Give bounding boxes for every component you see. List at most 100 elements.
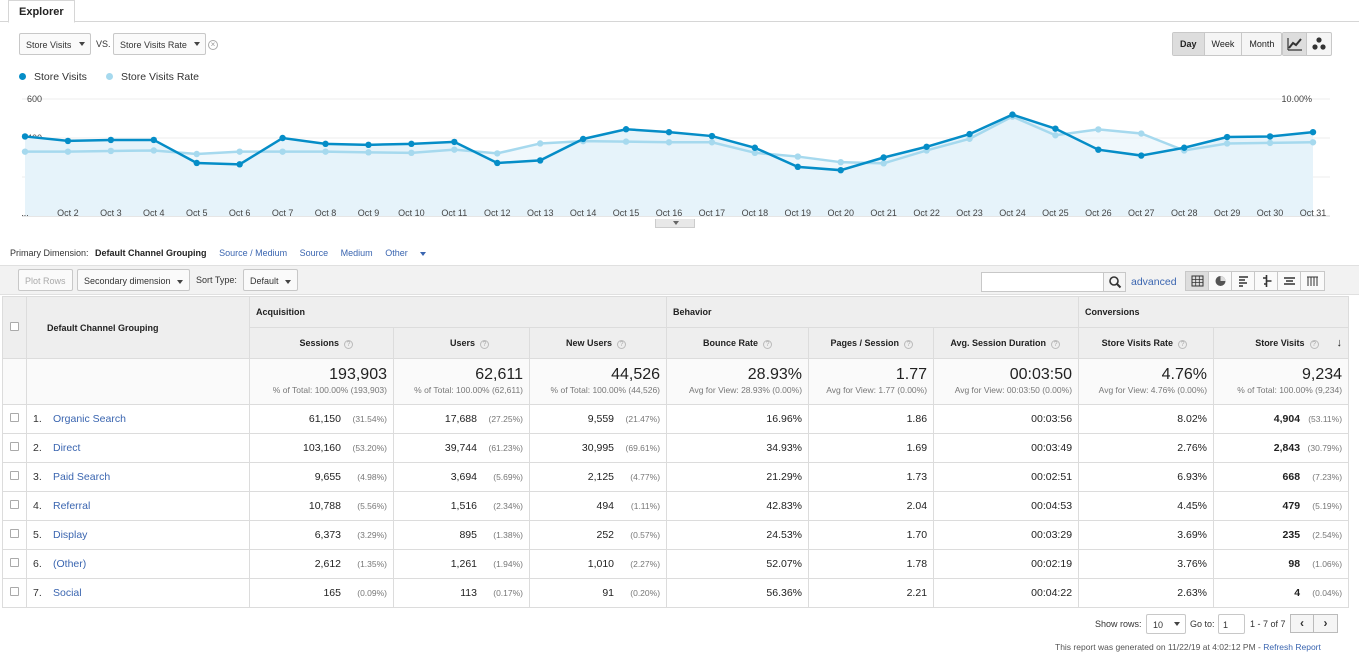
row-checkbox[interactable] [10,529,19,538]
sort-type-select[interactable]: Default [243,269,298,291]
col-pages-session[interactable]: Pages / Session? [808,327,935,359]
col-avg-session-duration[interactable]: Avg. Session Duration? [933,327,1080,359]
search-icon[interactable] [1103,273,1125,291]
row-dimension-cell: 6. (Other) [26,549,250,579]
row-dimension-link[interactable]: Referral [53,500,91,512]
row-dimension-link[interactable]: Direct [53,442,81,454]
help-icon[interactable]: ? [904,339,914,349]
row-dimension-link[interactable]: Organic Search [53,413,126,425]
dimension-link-other[interactable]: Other [385,248,436,258]
pages-session-cell: 2.04 [808,491,935,521]
advanced-filter-link[interactable]: advanced [1131,276,1177,288]
motion-chart-icon[interactable] [1307,33,1331,55]
total-cell: 28.93% Avg for View: 28.93% (0.00%) [666,358,810,405]
row-dimension-link[interactable]: Social [53,587,82,599]
line-chart-icon[interactable] [1283,33,1307,55]
data-point-store-visits [365,141,372,149]
help-icon[interactable]: ? [1309,340,1319,349]
data-point-store-visits-rate [751,149,759,157]
next-page-icon[interactable]: › [1323,616,1328,630]
group-behavior: Behavior [666,296,1080,328]
row-checkbox[interactable] [10,587,19,596]
pivot-view-icon[interactable] [1301,272,1324,290]
row-checkbox[interactable] [10,500,19,509]
col-sessions[interactable]: Sessions? [249,327,394,359]
tab-explorer[interactable]: Explorer [8,0,75,23]
col-bounce-rate[interactable]: Bounce Rate? [666,327,810,359]
dimension-link-source-medium[interactable]: Source / Medium [219,248,288,258]
bounce-rate-cell: 56.36% [666,578,810,608]
bar-view-icon[interactable] [1232,272,1255,290]
table-view-toggle [1185,271,1325,291]
row-checkbox[interactable] [10,413,19,422]
help-icon[interactable]: ? [763,339,773,349]
row-dimension-cell: 7. Social [26,578,250,608]
x-tick-label: Oct 3 [100,208,122,218]
help-icon[interactable]: ? [1178,339,1188,349]
month-button[interactable]: Month [1249,39,1275,49]
refresh-report-link[interactable]: Refresh Report [1263,642,1321,652]
prev-page-icon[interactable]: ‹ [1291,615,1314,632]
legend-series2: Store Visits Rate [106,71,199,83]
pie-view-icon[interactable] [1209,272,1232,290]
goto-input[interactable]: 1 [1218,614,1245,634]
x-tick-label: Oct 28 [1171,208,1198,218]
table-row: 3. Paid Search 9,655 (4.98%) 3,694 (5.69%) 2,1… [2,462,1350,492]
col-new-users[interactable]: New Users? [528,327,668,359]
help-icon[interactable]: ? [480,339,489,349]
dimension-current[interactable]: Default Channel Grouping [95,248,207,258]
secondary-dimension-select[interactable]: Secondary dimension [77,269,190,291]
bounce-rate-cell: 52.07% [666,549,810,579]
row-checkbox[interactable] [10,442,19,451]
row-checkbox[interactable] [10,558,19,567]
row-dimension-link[interactable]: Paid Search [53,471,111,483]
data-point-store-visits-rate [794,153,801,160]
data-point-store-visits-rate [21,148,29,155]
data-point-store-visits [21,133,29,140]
chevron-down-icon [420,251,427,256]
x-tick-label: Oct 14 [570,208,597,218]
data-point-store-visits-rate [622,138,630,145]
data-point-store-visits [150,136,157,144]
chevron-down-icon [79,42,85,46]
data-point-store-visits [279,134,286,142]
total-cell: 4.76% Avg for View: 4.76% (0.00%) [1078,358,1215,405]
day-button[interactable]: Day [1173,33,1205,55]
row-checkbox[interactable] [10,471,19,480]
row-dimension-link[interactable]: (Other) [53,558,87,570]
comparison-view-icon[interactable] [1255,272,1278,290]
compare-metric-select[interactable]: Store Visits Rate [113,33,206,55]
col-store-visits-rate[interactable]: Store Visits Rate? [1078,327,1215,359]
store-visits-cell: 235 (2.54%) [1213,520,1350,550]
x-tick-label: Oct 9 [358,208,380,218]
x-tick-label: ... [21,208,29,218]
remove-compare-icon[interactable]: × [208,40,218,50]
primary-metric-select[interactable]: Store Visits [19,33,91,55]
help-icon[interactable]: ? [617,339,627,349]
data-point-store-visits-rate [837,158,844,166]
table-search-input[interactable] [981,272,1126,292]
table-view-icon[interactable] [1186,272,1209,290]
help-icon[interactable]: ? [1051,339,1061,349]
plot-rows-button[interactable]: Plot Rows [18,269,73,291]
data-point-store-visits-rate [365,149,372,156]
dimension-link-source[interactable]: Source [299,248,329,258]
dimension-header[interactable]: Default Channel Grouping [26,296,250,359]
table-row: 2. Direct 103,160 (53.20%) 39,744 (61.23%) 30,… [2,433,1350,463]
col-users[interactable]: Users? [393,327,530,359]
data-point-store-visits-rate [64,148,72,155]
row-checkbox-cell [2,549,27,579]
collapse-chart-handle[interactable] [655,219,695,228]
select-all-checkbox[interactable] [10,322,19,331]
dimension-link-medium[interactable]: Medium [340,248,373,258]
col-store-visits[interactable]: Store Visits? ↓ [1213,327,1350,359]
table-group-header: Default Channel Grouping Acquisition Beh… [2,296,1350,359]
show-rows-select[interactable]: 10 [1146,614,1186,634]
users-cell: 39,744 (61.23%) [393,433,530,463]
row-dimension-cell: 1. Organic Search [26,404,250,434]
row-dimension-link[interactable]: Display [53,529,88,541]
term-cloud-view-icon[interactable] [1278,272,1301,290]
data-point-store-visits [451,138,458,146]
help-icon[interactable]: ? [344,339,353,349]
week-button[interactable]: Week [1205,33,1243,55]
